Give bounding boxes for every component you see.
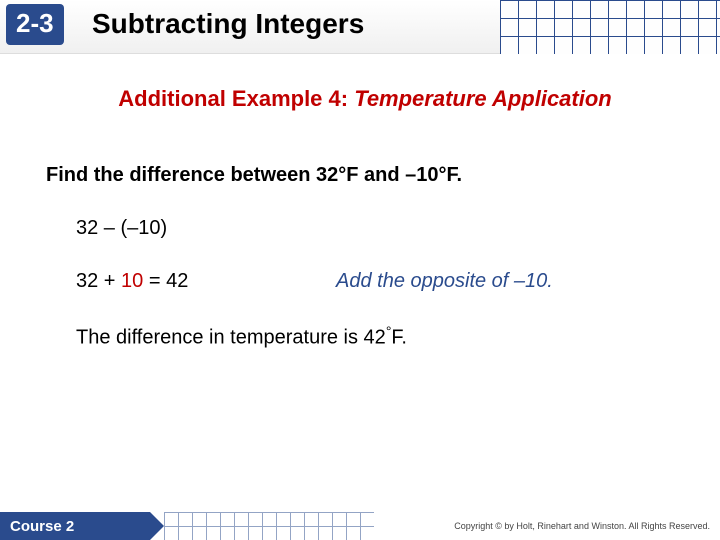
result-post: F. xyxy=(391,327,407,349)
subtitle-prefix: Additional Example 4: xyxy=(118,86,354,111)
step-1: 32 – (–10) xyxy=(76,217,684,240)
problem-prompt: Find the difference between 32°F and –10… xyxy=(46,164,684,187)
subtitle-ital: Temperature Application xyxy=(354,86,612,111)
step2-post: = 42 xyxy=(143,270,188,292)
header-bar: 2-3 Subtracting Integers xyxy=(0,0,720,54)
content-area: Additional Example 4: Temperature Applic… xyxy=(0,54,720,350)
chapter-badge: 2-3 xyxy=(6,4,64,45)
example-subtitle: Additional Example 4: Temperature Applic… xyxy=(46,86,684,112)
result-pre: The difference in temperature is 42 xyxy=(76,327,386,349)
step-2-note: Add the opposite of –10. xyxy=(336,270,553,293)
step-2: 32 + 10 = 42 Add the opposite of –10. xyxy=(76,270,684,293)
copyright-text: Copyright © by Holt, Rinehart and Winsto… xyxy=(374,512,720,540)
step-2-expr: 32 + 10 = 42 xyxy=(76,270,336,293)
footer-grid-decor xyxy=(164,512,374,540)
step2-pre: 32 + xyxy=(76,270,121,292)
step2-red: 10 xyxy=(121,270,143,292)
lesson-title: Subtracting Integers xyxy=(92,8,364,40)
course-label: Course 2 xyxy=(0,512,150,540)
header-grid-decor xyxy=(500,0,720,54)
result-line: The difference in temperature is 42°F. xyxy=(76,323,684,350)
footer-bar: Course 2 Copyright © by Holt, Rinehart a… xyxy=(0,512,720,540)
